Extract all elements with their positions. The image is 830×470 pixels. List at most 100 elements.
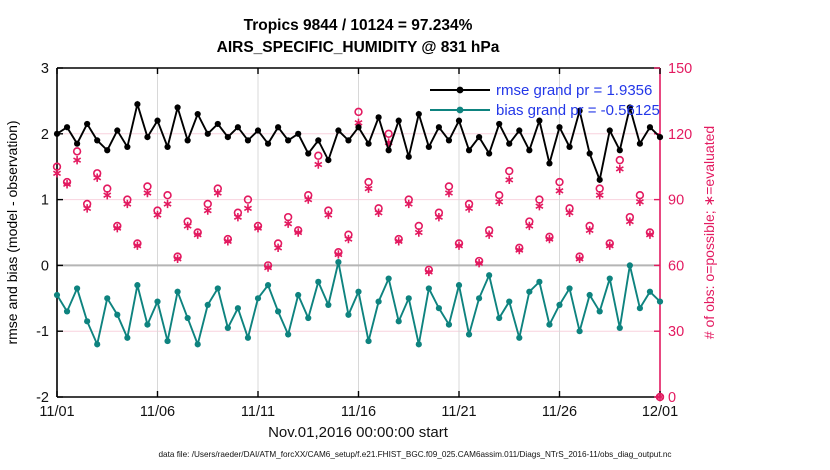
data-point-rmse [526,147,533,154]
data-point-evaluated [565,208,574,217]
x-tick-label: 11/11 [241,404,275,420]
data-point-rmse [154,117,161,124]
chart-subtitle: AIRS_SPECIFIC_HUMIDITY @ 831 hPa [217,39,500,56]
data-point-bias [275,308,282,315]
data-point-rmse [315,137,322,144]
data-point-bias [445,321,453,328]
data-point-bias [365,337,372,345]
data-point-bias [636,305,644,312]
data-point-evaluated [605,241,614,250]
data-point-bias [194,341,201,348]
y-left-tick-label: 0 [41,258,49,274]
data-point-bias [74,285,81,292]
data-point-rmse [174,104,181,111]
data-point-evaluated [264,263,273,272]
data-point-evaluated [243,204,252,213]
x-tick-label: 11/26 [542,404,577,420]
data-point-evaluated [444,188,453,198]
y-left-tick-label: 1 [41,193,49,209]
data-point-evaluated [253,223,263,233]
data-point-evaluated [73,155,82,165]
data-point-evaluated [394,237,403,246]
data-point-evaluated [173,254,182,264]
data-point-evaluated [113,223,122,233]
data-point-bias [516,334,523,341]
data-point-evaluated [585,226,594,235]
data-point-bias [626,262,633,269]
data-point-rmse [405,153,412,160]
y-right-tick-label: 30 [668,324,684,340]
data-point-bias [94,341,101,348]
data-point-bias [536,278,543,285]
data-point-evaluated [615,164,624,174]
series-bias [53,259,664,348]
data-point-rmse [194,110,201,118]
data-point-evaluated [475,259,484,268]
data-point-bias [335,259,342,266]
data-point-evaluated [334,250,343,259]
legend-bias-label: bias grand pr = -0.56125 [496,102,660,119]
data-point-rmse [656,133,664,141]
data-point-evaluated [324,210,333,220]
data-point-rmse [435,124,442,131]
data-point-evaluated [274,243,283,253]
data-point-bias [84,318,91,325]
data-point-bias [325,301,332,308]
data-point-evaluated [545,234,554,244]
legend-rmse-marker [456,86,464,94]
data-point-rmse [335,127,342,134]
data-point-rmse [506,140,513,147]
data-point-rmse [124,143,131,151]
data-point-bias [285,331,292,338]
data-point-rmse [576,107,583,114]
data-point-evaluated [213,188,222,198]
y-left-tick-label: -2 [36,390,49,406]
data-point-evaluated [123,199,132,209]
data-point-rmse [114,127,121,134]
data-point-evaluated [304,195,313,204]
data-point-rmse [204,130,211,137]
data-point-evaluated [314,160,323,169]
x-tick-label: 12/01 [642,404,678,420]
x-axis-label: Nov.01,2016 00:00:00 start [268,424,449,441]
data-point-evaluated [424,267,433,277]
data-point-bias [53,291,61,299]
data-point-rmse [465,147,473,154]
data-point-bias [395,318,402,325]
data-point-evaluated [203,206,212,215]
data-point-bias [556,301,563,308]
data-point-rmse [385,147,392,154]
data-point-bias [154,298,161,305]
data-point-bias [355,288,362,295]
data-point-rmse [305,150,312,157]
chart-layers: 11/01 11/06 11/11 11/16 11/21 11/26 12/01 -2 -1 0… [36,61,692,420]
data-point-rmse [476,133,483,141]
data-file-path: data file: /Users/raeder/DAI/ATM_forcXX/… [158,450,671,459]
data-point-bias [134,282,141,289]
data-point-rmse [425,143,432,151]
y-right-tick-label: 0 [668,390,676,406]
data-point-bias [506,298,513,305]
data-point-evaluated [52,169,62,178]
data-point-rmse [94,137,101,144]
data-point-evaluated [93,173,102,182]
legend-bias-marker [456,106,464,114]
data-point-evaluated [635,197,644,206]
y-right-tick-labels: 0 30 60 90 120 150 [668,61,692,406]
data-point-bias [315,278,322,285]
data-point-evaluated [434,212,443,222]
data-point-rmse [365,140,372,147]
data-point-rmse [556,124,563,131]
data-point-bias [486,272,493,279]
data-point-rmse [254,127,262,134]
y-right-tick-label: 90 [668,193,684,209]
data-point-bias [114,311,121,318]
x-tick-label: 11/16 [341,404,376,420]
data-point-evaluated [63,180,72,189]
data-point-evaluated [645,230,654,239]
data-point-evaluated [153,210,162,220]
data-point-bias [264,282,272,289]
series-evaluated [52,118,665,402]
data-point-rmse [63,124,71,131]
